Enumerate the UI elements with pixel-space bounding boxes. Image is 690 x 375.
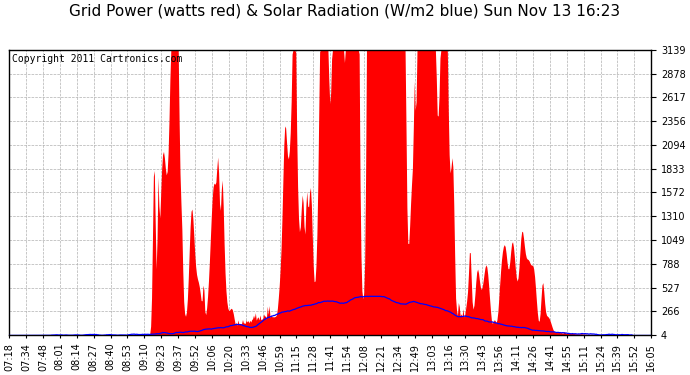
Text: Grid Power (watts red) & Solar Radiation (W/m2 blue) Sun Nov 13 16:23: Grid Power (watts red) & Solar Radiation…	[70, 4, 620, 19]
Text: Copyright 2011 Cartronics.com: Copyright 2011 Cartronics.com	[12, 54, 183, 64]
